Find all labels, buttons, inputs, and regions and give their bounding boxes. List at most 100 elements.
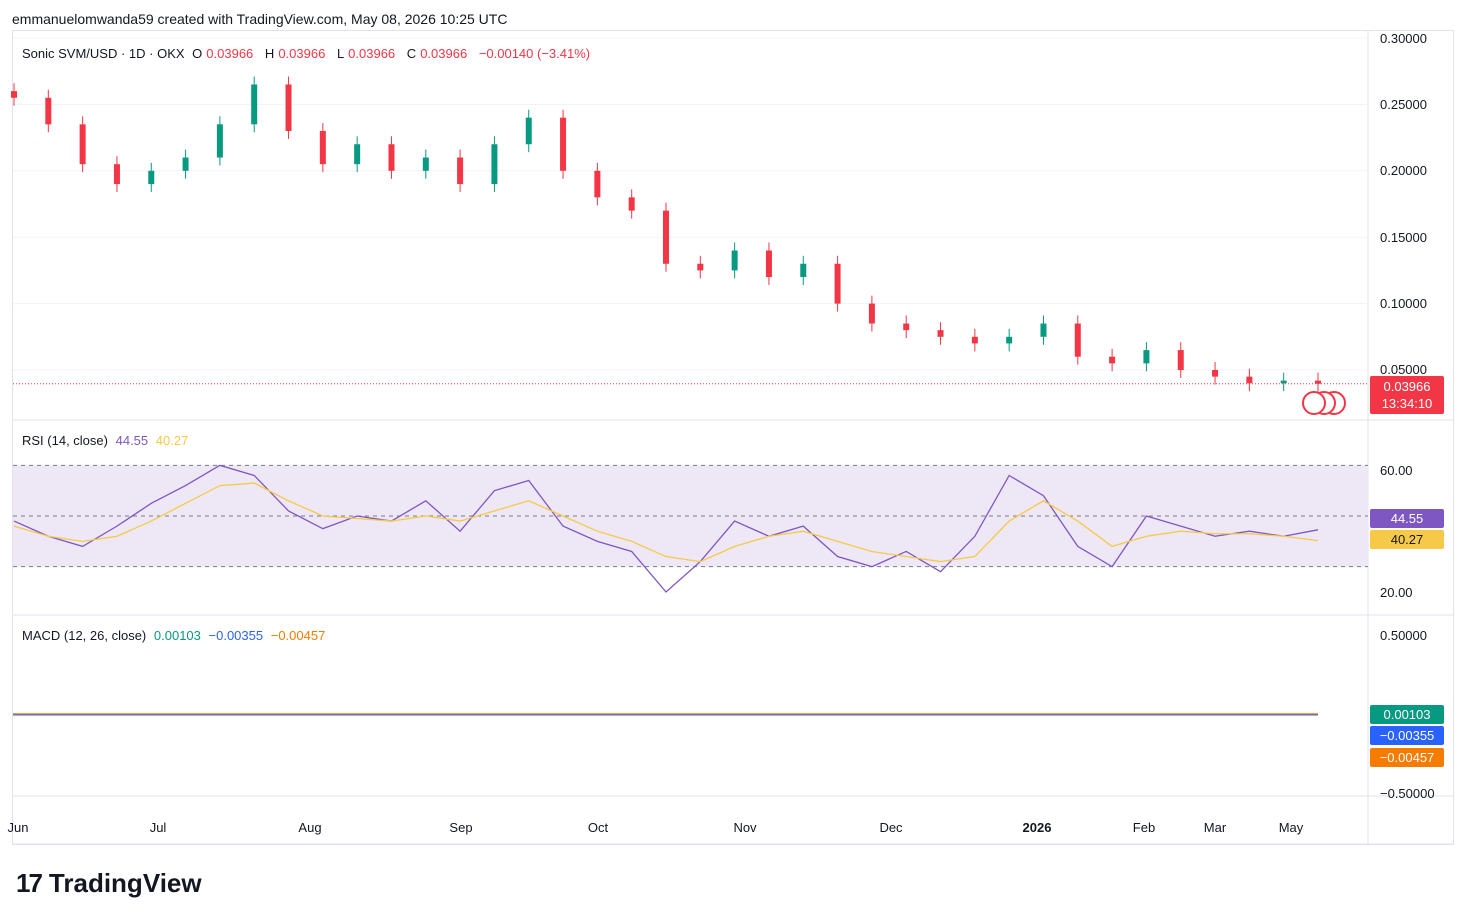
candle-body (971, 336, 978, 344)
symbol-label[interactable]: Sonic SVM/USD · 1D · OKX (22, 46, 185, 61)
rsi-line (13, 464, 1319, 593)
candle-body (525, 117, 532, 145)
candle-body (663, 210, 669, 264)
macd-legend: MACD (12, 26, close) 0.00103 −0.00355 −0… (22, 628, 329, 643)
time-tick: Jul (149, 820, 167, 835)
high-label: H 0.03966 (265, 46, 329, 61)
candle-body (937, 330, 944, 337)
hist-value: −0.00457 (270, 628, 326, 643)
rsi-tag: 44.55 (1370, 509, 1444, 528)
open-key: O (192, 46, 203, 61)
signal-tag: −0.00355 (1370, 726, 1444, 745)
candle-body (216, 124, 223, 158)
rsi-legend: RSI (14, close) 44.55 40.27 (22, 433, 192, 448)
candle-body (1246, 376, 1253, 384)
candle-body (800, 263, 807, 278)
price-tick: 0.30000 (1380, 31, 1427, 46)
signal-value: −0.00355 (208, 628, 264, 643)
candle-body (628, 197, 635, 211)
high-key: H (264, 46, 275, 61)
candle-body (1040, 323, 1047, 337)
price-tick: 0.25000 (1380, 97, 1427, 112)
countdown-value: 13:34:10 (1381, 396, 1433, 411)
candle-body (765, 250, 772, 278)
rsi-label[interactable]: RSI (14, close) (22, 433, 108, 448)
time-tick: Jun (7, 820, 29, 835)
candle-body (45, 97, 52, 125)
candle-body (1074, 323, 1081, 357)
time-tick: Dec (879, 820, 903, 835)
macd-tag: 0.00103 (1370, 705, 1444, 724)
candle-body (354, 144, 361, 165)
candle-body (11, 91, 17, 98)
tradingview-logo: 17 TradingView (16, 868, 202, 899)
candle-body (113, 164, 120, 185)
candle-body (1177, 350, 1184, 370)
candle-body (834, 263, 841, 304)
time-tick-year: 2026 (1022, 820, 1052, 835)
candle-body (251, 84, 258, 125)
time-tick: Mar (1203, 820, 1227, 835)
candle-body (1006, 336, 1013, 344)
candle-body (182, 157, 189, 171)
candle-body (491, 144, 498, 185)
price-tag-value: 0.03966 (1383, 379, 1431, 394)
price-tick: 0.15000 (1380, 230, 1427, 245)
candle-body (731, 250, 738, 271)
time-tick: May (1278, 820, 1304, 835)
candle-body (1315, 380, 1321, 384)
chart-attribution: emmanuelomwanda59 created with TradingVi… (12, 11, 508, 27)
candle-body (868, 303, 875, 324)
change-value: −0.00140 (−3.41%) (478, 46, 591, 61)
candle-body (457, 157, 464, 185)
candle-body (422, 157, 429, 171)
candle-body (285, 84, 292, 131)
price-legend: Sonic SVM/USD · 1D · OKX O 0.03966 H 0.039… (22, 46, 594, 61)
candle-body (388, 144, 395, 171)
low-key: L (336, 46, 345, 61)
rsi-value: 44.55 (115, 433, 149, 448)
high-value: 0.03966 (278, 46, 326, 61)
candle-body (1212, 370, 1219, 377)
close-label: C 0.03966 (407, 46, 471, 61)
time-tick: Feb (1132, 820, 1156, 835)
price-tick: 0.05000 (1380, 362, 1427, 377)
tradingview-mark-icon: 17 (16, 868, 43, 898)
candle-body (79, 124, 86, 165)
macd-label[interactable]: MACD (12, 26, close) (22, 628, 147, 643)
candle-body (1280, 380, 1287, 384)
low-label: L 0.03966 (337, 46, 399, 61)
time-tick: Nov (733, 820, 757, 835)
rsi-tick: 60.00 (1380, 463, 1413, 478)
candle-body (1109, 356, 1116, 364)
price-tick: 0.10000 (1380, 296, 1427, 311)
open-value: 0.03966 (206, 46, 254, 61)
time-tick: Oct (587, 820, 609, 835)
event-flag-icon[interactable] (1302, 391, 1326, 415)
candle-body (560, 117, 567, 171)
tradingview-wordmark: TradingView (48, 868, 202, 898)
close-value: 0.03966 (420, 46, 468, 61)
rsi-ma-tag: 40.27 (1370, 530, 1444, 549)
price-tick: 0.20000 (1380, 163, 1427, 178)
time-tick: Sep (449, 820, 473, 835)
candle-body (319, 130, 326, 165)
macd-tick: 0.50000 (1380, 628, 1427, 643)
low-value: 0.03966 (348, 46, 396, 61)
candle-body (148, 170, 155, 185)
rsi-tick: 20.00 (1380, 585, 1413, 600)
hist-tag: −0.00457 (1370, 748, 1444, 767)
candle-body (903, 323, 910, 331)
macd-tick: −0.50000 (1380, 786, 1435, 801)
candle-body (697, 263, 704, 271)
candle-body (1143, 350, 1150, 364)
close-key: C (406, 46, 417, 61)
rsi-ma-value: 40.27 (155, 433, 189, 448)
open-label: O 0.03966 (192, 46, 257, 61)
price-tag: 0.03966 13:34:10 (1370, 376, 1444, 414)
candle-body (594, 170, 601, 198)
macd-value: 0.00103 (153, 628, 201, 643)
time-tick: Aug (298, 820, 322, 835)
rsi-ma-line (13, 482, 1319, 563)
